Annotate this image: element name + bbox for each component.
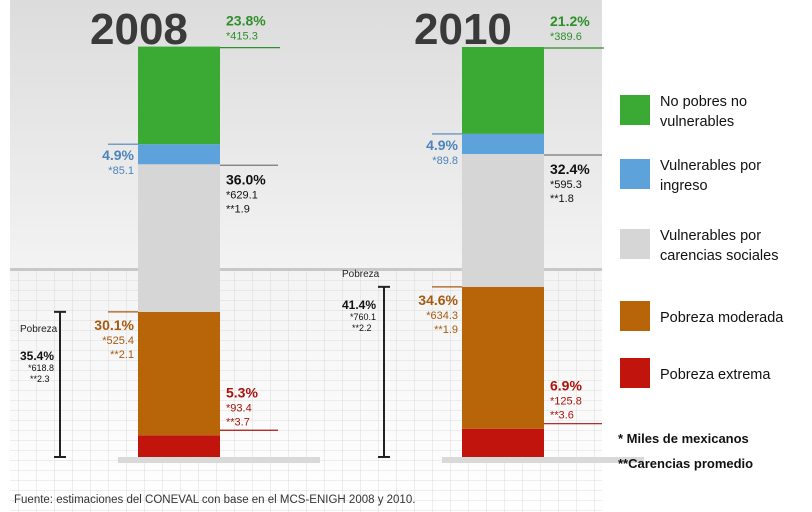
bar-segment-2010-1: [462, 286, 544, 429]
source-note: Fuente: estimaciones del CONEVAL con bas…: [14, 494, 415, 506]
label-extrema-2010-pct: 6.9%: [550, 378, 582, 394]
label-extrema-2008-carencias: **3.7: [226, 416, 250, 428]
label-extrema-2010-miles: *125.8: [550, 396, 582, 408]
pobreza-miles: *760.1: [350, 312, 376, 322]
bar-segment-2010-3: [462, 133, 544, 155]
label-moderada-2008-miles: *525.4: [102, 335, 134, 347]
label-moderada-2010-miles: *634.3: [426, 310, 458, 322]
label-moderada-2008-pct: 30.1%: [94, 317, 134, 333]
legend-swatch: [620, 301, 650, 331]
label-extrema-2008-miles: *93.4: [226, 402, 252, 414]
bar-shadow: [442, 457, 644, 463]
note-carencias: **Carencias promedio: [618, 456, 753, 471]
legend-label: No pobres no: [660, 94, 747, 110]
bar-shadow: [118, 457, 320, 463]
label-moderada-2010-pct: 34.6%: [418, 292, 458, 308]
labels-layer: 2008 2010 23.8% *415.3 4.9% *85.1 36.0% *629.1 *…: [20, 5, 604, 458]
label-ingreso-2008-pct: 4.9%: [102, 147, 134, 163]
label-nopobres-2008-pct: 23.8%: [226, 13, 266, 29]
legend-label: carencias sociales: [660, 248, 778, 264]
bar-segment-2010-2: [462, 154, 544, 287]
pobreza-label: Pobreza: [20, 324, 58, 335]
note-miles: * Miles de mexicanos: [618, 431, 749, 446]
bar-segment-2010-0: [462, 428, 544, 457]
legend-label: Vulnerables por: [660, 158, 761, 174]
year-label: 2008: [90, 5, 188, 54]
label-ingreso-2008-miles: *85.1: [108, 165, 134, 177]
legend: No pobres no vulnerables Vulnerables por in…: [618, 94, 784, 471]
year-label: 2010: [414, 5, 512, 54]
label-extrema-2010-carencias: **3.6: [550, 410, 574, 422]
label-moderada-2010-carencias: **1.9: [434, 324, 458, 336]
label-carencias-2008-pct: 36.0%: [226, 171, 266, 187]
pobreza-pct: 41.4%: [342, 298, 376, 312]
label-nopobres-2010-miles: *389.6: [550, 31, 582, 43]
label-nopobres-2010-pct: 21.2%: [550, 13, 590, 29]
pobreza-carencias: **2.3: [30, 374, 50, 384]
pobreza-miles: *618.8: [28, 363, 54, 373]
label-carencias-2008-miles: *629.1: [226, 189, 258, 201]
label-moderada-2008-carencias: **2.1: [110, 349, 134, 361]
label-carencias-2010-pct: 32.4%: [550, 161, 590, 177]
legend-swatch: [620, 358, 650, 388]
bar-segment-2008-4: [138, 46, 220, 145]
legend-swatch: [620, 95, 650, 125]
label-carencias-2010-miles: *595.3: [550, 179, 582, 191]
bar-segment-2008-3: [138, 144, 220, 165]
legend-label: Vulnerables por: [660, 228, 761, 244]
bar-segment-2008-2: [138, 164, 220, 312]
label-extrema-2008-pct: 5.3%: [226, 384, 258, 400]
pobreza-carencias: **2.2: [352, 323, 372, 333]
bar-segment-2010-4: [462, 47, 544, 134]
legend-swatch: [620, 159, 650, 189]
pobreza-label: Pobreza: [342, 269, 380, 280]
legend-label: Pobreza moderada: [660, 310, 784, 326]
legend-label: ingreso: [660, 178, 708, 194]
bar-segment-2008-1: [138, 311, 220, 436]
bars-layer: [118, 46, 644, 463]
label-carencias-2008-carencias: **1.9: [226, 203, 250, 215]
label-nopobres-2008-miles: *415.3: [226, 31, 258, 43]
legend-label: Pobreza extrema: [660, 367, 771, 383]
label-ingreso-2010-miles: *89.8: [432, 155, 458, 167]
bar-segment-2008-0: [138, 435, 220, 457]
pobreza-pct: 35.4%: [20, 349, 54, 363]
legend-label: vulnerables: [660, 114, 734, 130]
legend-swatch: [620, 229, 650, 259]
label-carencias-2010-carencias: **1.8: [550, 193, 574, 205]
label-ingreso-2010-pct: 4.9%: [426, 137, 458, 153]
